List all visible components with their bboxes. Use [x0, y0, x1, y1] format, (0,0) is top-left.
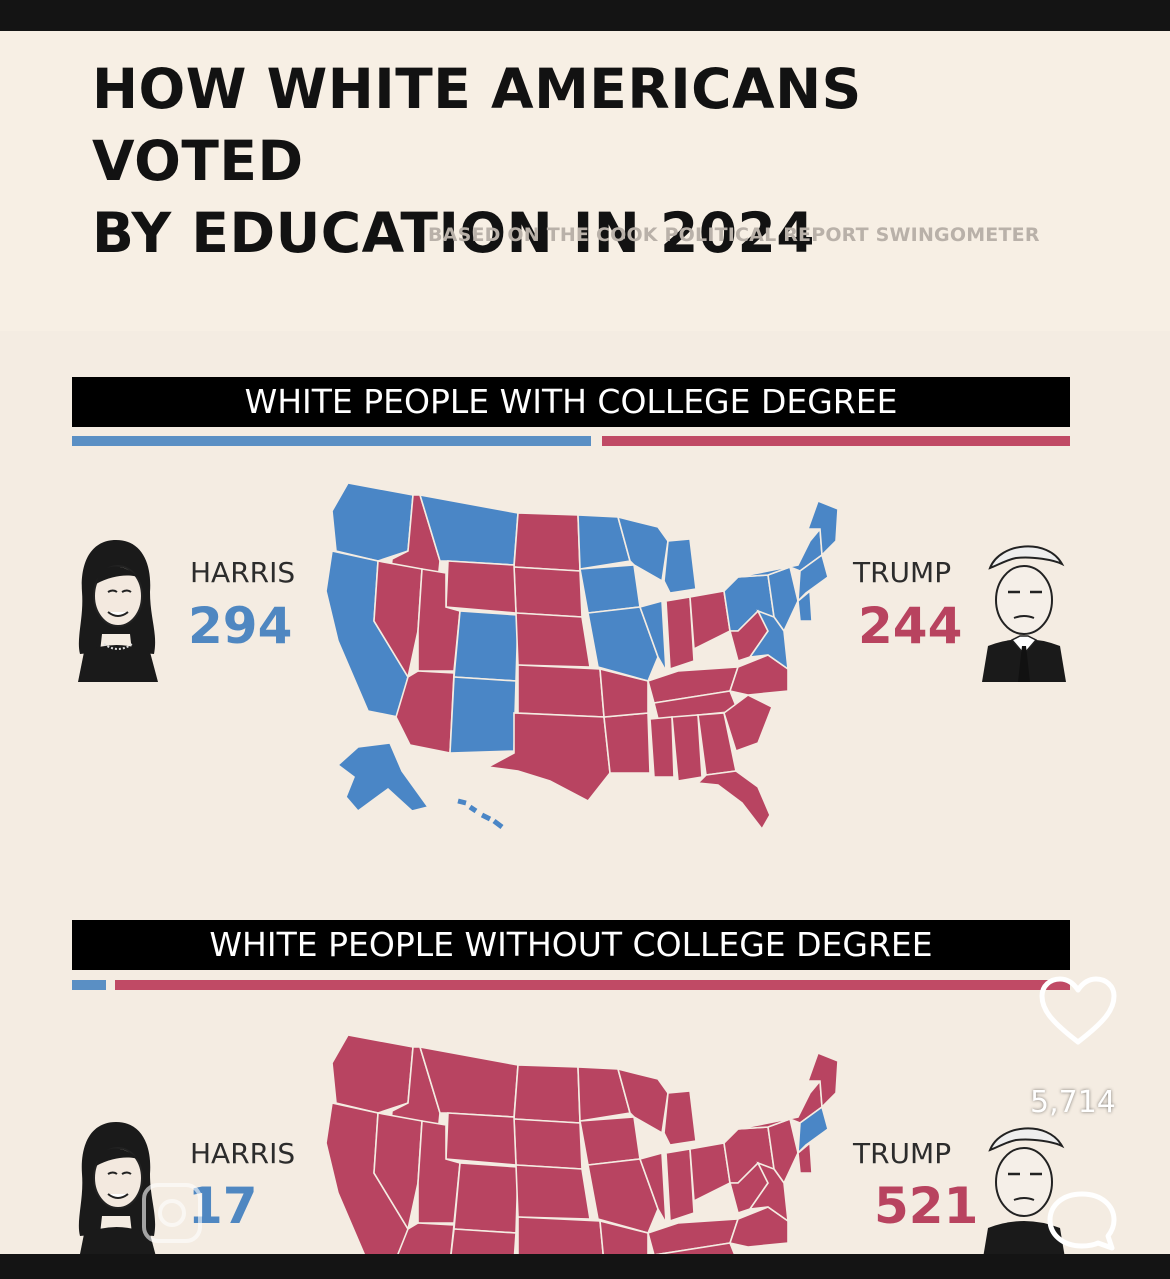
- split-bar-harris-share: [72, 980, 106, 990]
- split-bar-no-college: [72, 980, 1070, 990]
- harris-label-no-college: HARRIS: [190, 1137, 296, 1170]
- title-line-1: HOW WHITE AMERICANS VOTED: [92, 57, 862, 193]
- status-bar: [0, 0, 1170, 31]
- comment-bubble-icon[interactable]: [1044, 1188, 1120, 1254]
- harris-label-college: HARRIS: [190, 556, 296, 589]
- split-bar-harris-share: [72, 436, 591, 446]
- bottom-bar: [0, 1254, 1170, 1279]
- section-heading-college: WHITE PEOPLE WITH COLLEGE DEGREE: [72, 377, 1070, 427]
- us-map-no-college: [325, 1034, 839, 1254]
- trump-portrait-icon: [983, 1127, 1065, 1254]
- title-line-2: BY EDUCATION IN 2024: [92, 201, 816, 265]
- camera-overlay-icon[interactable]: [138, 1179, 206, 1247]
- heart-icon[interactable]: [1038, 976, 1118, 1048]
- trump-votes-no-college: 521: [874, 1177, 979, 1235]
- harris-votes-college: 294: [188, 597, 293, 655]
- post-image: HOW WHITE AMERICANS VOTED BY EDUCATION I…: [0, 31, 1170, 1254]
- infographic-title: HOW WHITE AMERICANS VOTED BY EDUCATION I…: [92, 53, 1082, 269]
- likes-count: 5,714: [1030, 1085, 1116, 1120]
- harris-portrait-icon: [78, 540, 158, 682]
- split-bar-trump-share: [602, 436, 1070, 446]
- us-map-college: [325, 482, 839, 831]
- trump-votes-college: 244: [858, 597, 963, 655]
- harris-portrait-icon: [78, 1122, 156, 1254]
- split-bar-college: [72, 436, 1070, 446]
- infographic-subtitle: BASED ON THE COOK POLITICAL REPORT SWING…: [428, 224, 1040, 246]
- trump-label-college: TRUMP: [853, 556, 952, 589]
- split-bar-trump-share: [115, 980, 1070, 990]
- trump-portrait-icon: [982, 545, 1066, 682]
- section-heading-no-college: WHITE PEOPLE WITHOUT COLLEGE DEGREE: [72, 920, 1070, 970]
- trump-label-no-college: TRUMP: [853, 1137, 952, 1170]
